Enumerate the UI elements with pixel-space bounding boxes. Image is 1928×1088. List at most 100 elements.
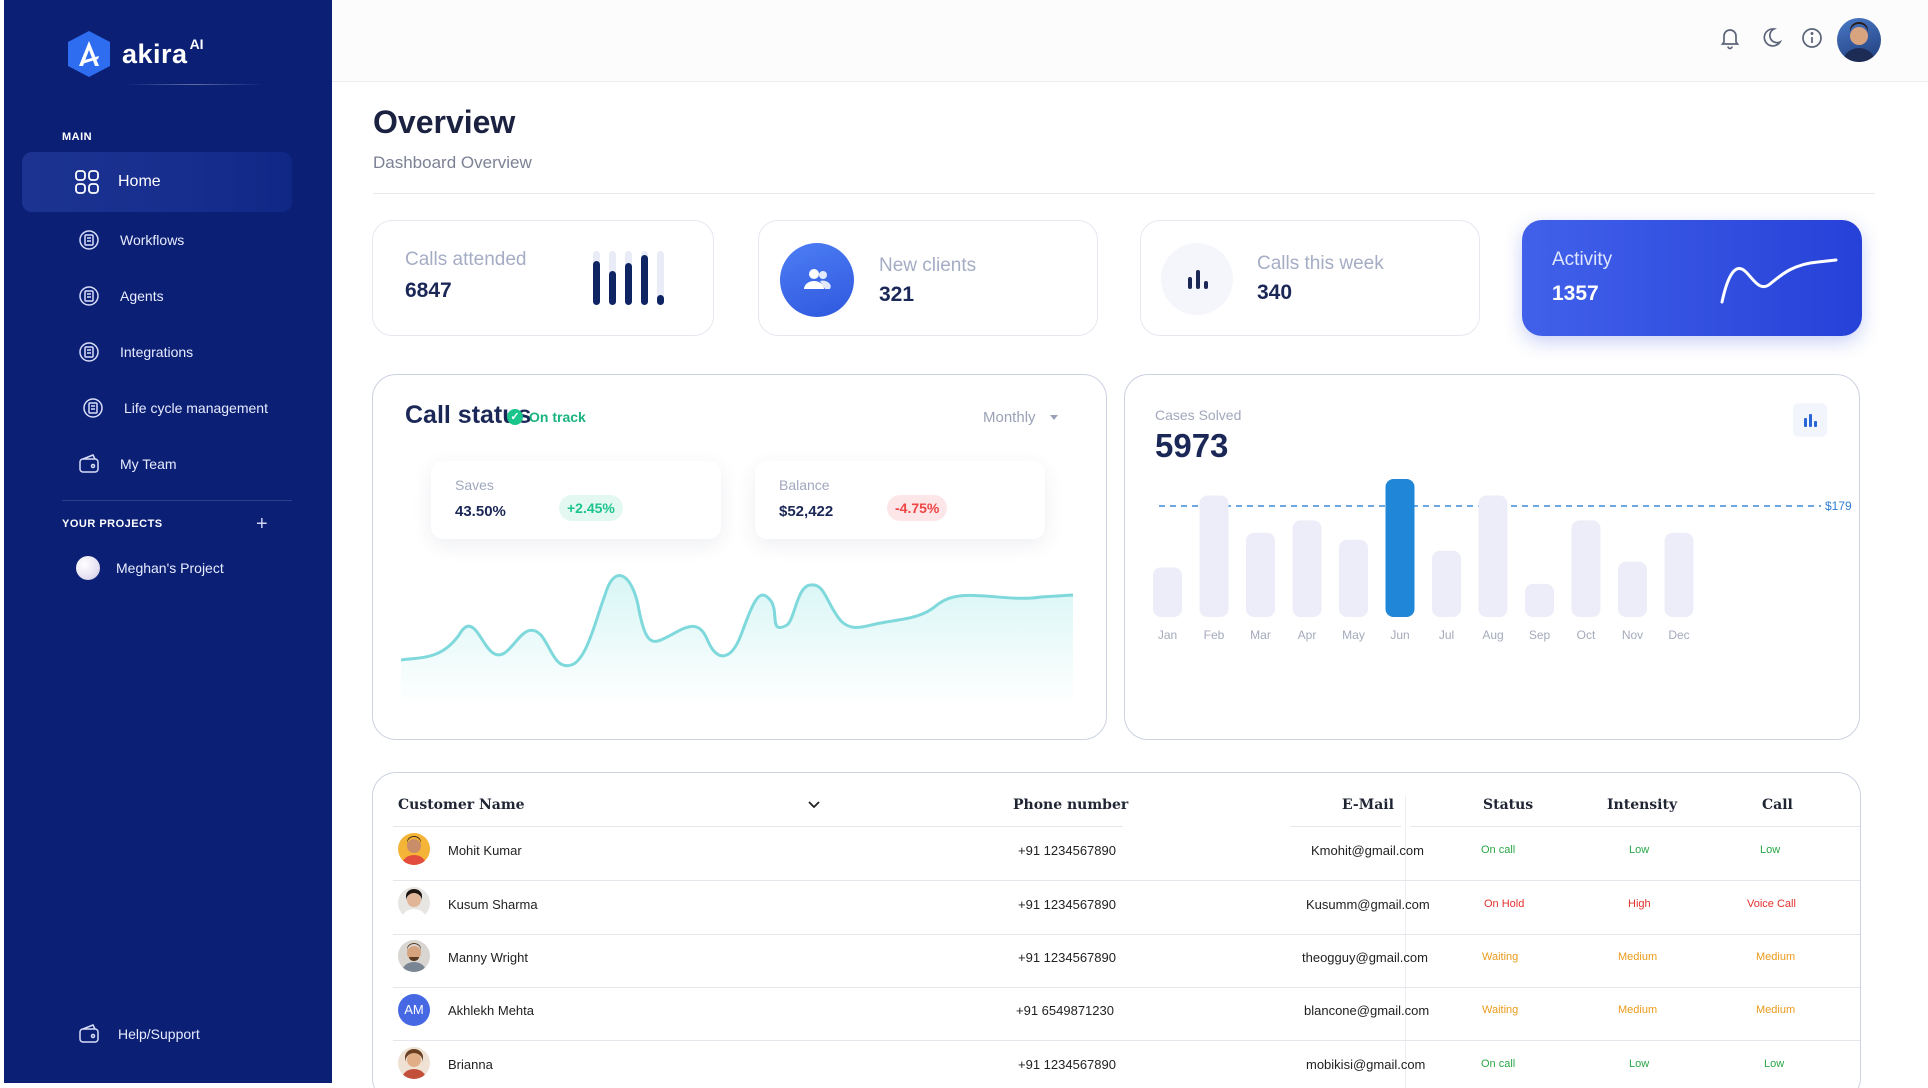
customer-email: blancone@gmail.com bbox=[1304, 1003, 1430, 1018]
avatar: AM bbox=[398, 994, 430, 1026]
lifecycle-icon bbox=[83, 398, 103, 418]
bar-jun[interactable] bbox=[1385, 479, 1415, 617]
sidebar-item-lifecycle[interactable]: Life cycle management bbox=[4, 388, 332, 428]
threshold-label: $179 bbox=[1825, 499, 1852, 513]
customer-name: Manny Wright bbox=[448, 950, 528, 965]
status-badge: On Hold bbox=[1484, 898, 1525, 910]
bar-apr[interactable] bbox=[1292, 520, 1322, 617]
customers-table: Customer Name Phone number E-Mail Status… bbox=[372, 772, 1861, 1088]
customer-phone: +91 1234567890 bbox=[1018, 1057, 1116, 1072]
x-tick-label: Jul bbox=[1439, 628, 1454, 642]
bar-oct[interactable] bbox=[1571, 520, 1601, 617]
x-tick-label: May bbox=[1342, 628, 1365, 642]
period-dropdown[interactable]: Monthly bbox=[983, 409, 1058, 426]
saves-card: Saves 43.50% +2.45% bbox=[431, 461, 721, 539]
x-tick-label: Aug bbox=[1482, 628, 1503, 642]
brand-logo[interactable]: akira AI bbox=[66, 30, 204, 78]
sidebar-item-help[interactable]: Help/Support bbox=[4, 1014, 332, 1054]
stat-card-activity[interactable]: Activity 1357 bbox=[1522, 220, 1862, 336]
bell-icon[interactable] bbox=[1718, 26, 1742, 50]
x-tick-label: Nov bbox=[1622, 628, 1643, 642]
col-header-status[interactable]: Status bbox=[1483, 797, 1534, 813]
call-badge: Medium bbox=[1756, 1004, 1796, 1016]
x-tick-label: Jan bbox=[1158, 628, 1177, 642]
chart-toggle-button[interactable] bbox=[1793, 403, 1827, 437]
bar-sep[interactable] bbox=[1525, 583, 1554, 617]
bar-feb[interactable] bbox=[1199, 495, 1229, 617]
customer-phone: +91 6549871230 bbox=[1016, 1003, 1114, 1018]
sidebar-item-my-team[interactable]: My Team bbox=[4, 444, 332, 484]
logo-divider bbox=[124, 84, 264, 85]
customer-phone: +91 1234567890 bbox=[1018, 843, 1116, 858]
stat-value: 340 bbox=[1257, 281, 1293, 304]
bar-mar[interactable] bbox=[1246, 532, 1275, 617]
row-divider bbox=[393, 1040, 1860, 1041]
avatar bbox=[398, 1047, 430, 1079]
check-circle-icon: ✓ bbox=[507, 409, 523, 425]
sidebar-item-agents[interactable]: Agents bbox=[4, 276, 332, 316]
col-header-call[interactable]: Call bbox=[1762, 797, 1793, 813]
sidebar: akira AI MAIN Home Workflows Agents Inte… bbox=[4, 0, 332, 1083]
moon-icon[interactable] bbox=[1759, 26, 1783, 50]
brand-name: akira bbox=[122, 38, 188, 69]
saves-value: 43.50% bbox=[455, 503, 506, 520]
avatar bbox=[398, 887, 430, 919]
intensity-badge: High bbox=[1628, 898, 1651, 910]
chevron-down-icon[interactable] bbox=[807, 798, 821, 812]
sidebar-item-project[interactable]: Meghan's Project bbox=[76, 556, 224, 580]
saves-change-badge: +2.45% bbox=[559, 495, 623, 521]
activity-wave-icon bbox=[1720, 258, 1838, 304]
bar-aug[interactable] bbox=[1478, 495, 1508, 617]
workflow-icon bbox=[79, 230, 99, 250]
x-tick-label: Jun bbox=[1390, 628, 1409, 642]
col-header-email[interactable]: E-Mail bbox=[1342, 797, 1394, 813]
status-badge: Waiting bbox=[1482, 951, 1519, 963]
column-divider bbox=[1405, 795, 1406, 1088]
brand-suffix: AI bbox=[189, 36, 204, 52]
x-tick-label: Apr bbox=[1298, 628, 1317, 642]
main-section-label: MAIN bbox=[62, 131, 93, 143]
project-avatar bbox=[76, 556, 100, 580]
bar-may[interactable] bbox=[1339, 539, 1368, 617]
stat-card-calls-week[interactable]: Calls this week 340 bbox=[1140, 220, 1480, 336]
bar-chart-icon bbox=[1188, 270, 1208, 289]
col-header-customer-name[interactable]: Customer Name bbox=[398, 797, 525, 813]
col-header-phone[interactable]: Phone number bbox=[1013, 797, 1129, 813]
customer-phone: +91 1234567890 bbox=[1018, 897, 1116, 912]
calls-week-icon-circle bbox=[1161, 243, 1233, 315]
sidebar-item-home[interactable]: Home bbox=[22, 152, 292, 212]
cases-solved-value: 5973 bbox=[1155, 427, 1229, 464]
on-track-label: On track bbox=[529, 409, 586, 425]
sidebar-item-label: Life cycle management bbox=[124, 400, 268, 416]
row-divider bbox=[393, 987, 1860, 988]
sidebar-item-integrations[interactable]: Integrations bbox=[4, 332, 332, 372]
bar-dec[interactable] bbox=[1664, 532, 1694, 617]
add-project-icon[interactable]: + bbox=[256, 513, 268, 535]
sidebar-divider bbox=[62, 500, 292, 501]
user-avatar[interactable] bbox=[1837, 18, 1881, 62]
stat-value: 6847 bbox=[405, 279, 452, 302]
bar-jul[interactable] bbox=[1432, 550, 1461, 617]
on-track-badge: ✓ On track bbox=[507, 409, 586, 425]
sidebar-item-workflows[interactable]: Workflows bbox=[4, 220, 332, 260]
akira-logo-icon bbox=[68, 31, 110, 77]
customer-name: Brianna bbox=[448, 1057, 493, 1072]
sidebar-item-label: Home bbox=[118, 173, 161, 190]
bar-nov[interactable] bbox=[1618, 561, 1647, 617]
call-badge: Low bbox=[1764, 1058, 1785, 1070]
row-divider bbox=[393, 880, 1860, 881]
stat-card-new-clients[interactable]: New clients 321 bbox=[758, 220, 1098, 336]
intensity-badge: Medium bbox=[1618, 1004, 1658, 1016]
balance-change-badge: -4.75% bbox=[887, 495, 948, 521]
stat-card-calls-attended[interactable]: Calls attended 6847 bbox=[372, 220, 714, 336]
status-badge: On call bbox=[1481, 844, 1516, 856]
user-avatar-image bbox=[1843, 22, 1875, 62]
stat-title: Activity bbox=[1552, 249, 1613, 270]
info-icon[interactable] bbox=[1800, 26, 1824, 50]
wallet-icon bbox=[79, 454, 99, 473]
customer-email: Kusumm@gmail.com bbox=[1306, 897, 1430, 912]
sidebar-item-label: Integrations bbox=[120, 344, 194, 360]
col-header-intensity[interactable]: Intensity bbox=[1607, 797, 1678, 813]
bar-jan[interactable] bbox=[1153, 567, 1182, 617]
